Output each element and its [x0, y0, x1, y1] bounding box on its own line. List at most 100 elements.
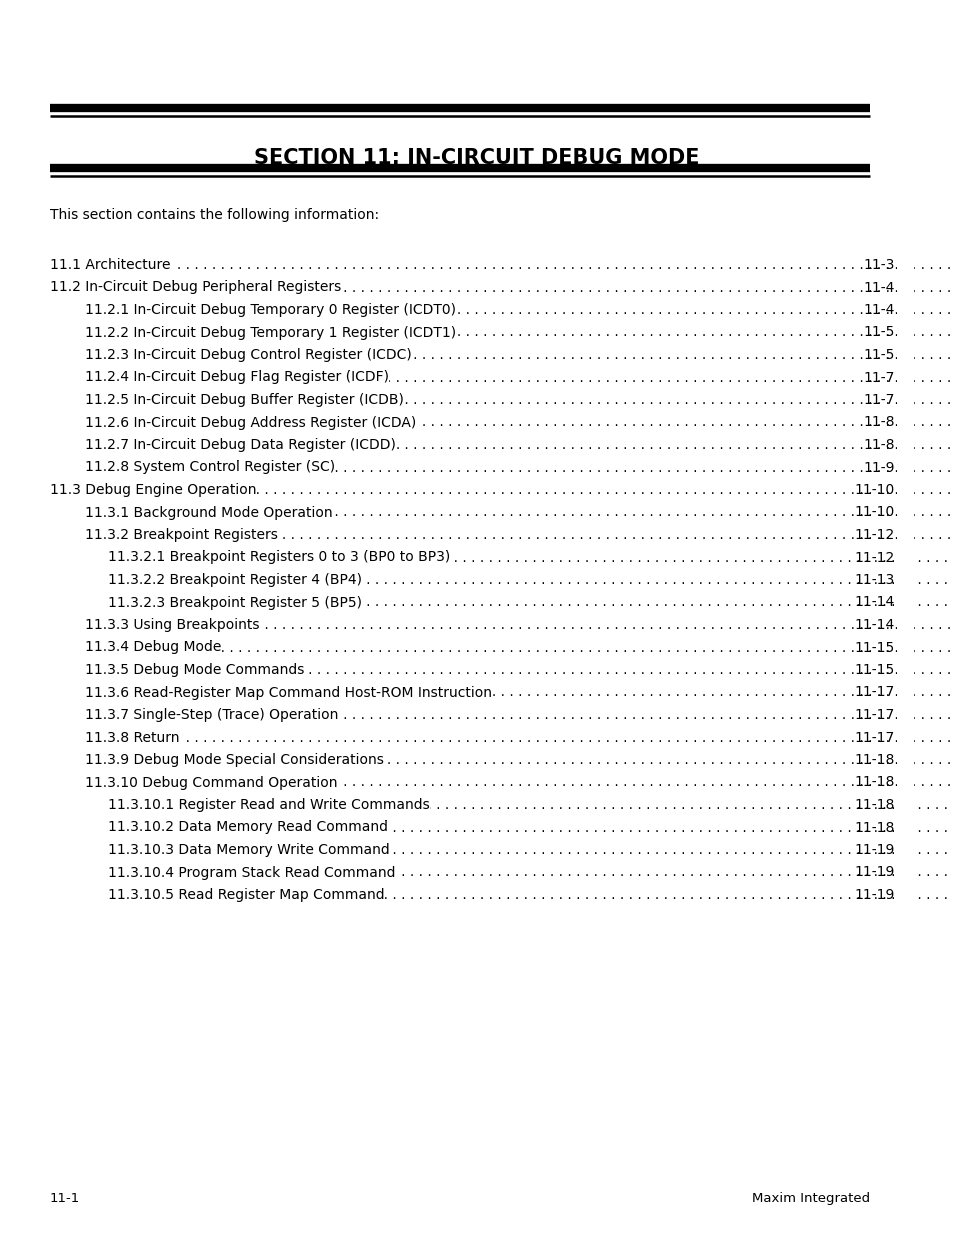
Text: 11.3.10.5 Read Register Map Command: 11.3.10.5 Read Register Map Command: [108, 888, 384, 902]
Text: . . . . . . . . . . . . . . . . . . . . . . . . . . . . . . . . . . . . . . . . : . . . . . . . . . . . . . . . . . . . . …: [108, 888, 953, 902]
Text: 11.3 Debug Engine Operation: 11.3 Debug Engine Operation: [50, 483, 256, 496]
Text: 11-17: 11-17: [854, 730, 894, 745]
Text: 11.2.1 In-Circuit Debug Temporary 0 Register (ICDT0): 11.2.1 In-Circuit Debug Temporary 0 Regi…: [85, 303, 456, 317]
Text: . . . . . . . . . . . . . . . . . . . . . . . . . . . . . . . . . . . . . . . . : . . . . . . . . . . . . . . . . . . . . …: [108, 573, 953, 587]
Text: 11.3.10.3 Data Memory Write Command: 11.3.10.3 Data Memory Write Command: [108, 844, 390, 857]
Text: 11-4: 11-4: [862, 303, 894, 317]
Text: . . . . . . . . . . . . . . . . . . . . . . . . . . . . . . . . . . . . . . . . : . . . . . . . . . . . . . . . . . . . . …: [108, 866, 953, 879]
Text: 11.2.4 In-Circuit Debug Flag Register (ICDF): 11.2.4 In-Circuit Debug Flag Register (I…: [85, 370, 389, 384]
Text: 11.3.6 Read-Register Map Command Host-ROM Instruction: 11.3.6 Read-Register Map Command Host-RO…: [85, 685, 492, 699]
Text: 11-8: 11-8: [862, 415, 894, 430]
Text: 11.2.5 In-Circuit Debug Buffer Register (ICDB): 11.2.5 In-Circuit Debug Buffer Register …: [85, 393, 403, 408]
Text: 11.2 In-Circuit Debug Peripheral Registers: 11.2 In-Circuit Debug Peripheral Registe…: [50, 280, 341, 294]
Text: 11-7: 11-7: [862, 393, 894, 408]
Text: 11.3.10.4 Program Stack Read Command: 11.3.10.4 Program Stack Read Command: [108, 866, 395, 879]
Text: 11.2.8 System Control Register (SC): 11.2.8 System Control Register (SC): [85, 461, 335, 474]
Text: 11.2.4 In-Circuit Debug Flag Register (ICDF): 11.2.4 In-Circuit Debug Flag Register (I…: [85, 370, 389, 384]
Text: 11.3.6 Read-Register Map Command Host-ROM Instruction: 11.3.6 Read-Register Map Command Host-RO…: [85, 685, 492, 699]
Text: 11.3.8 Return: 11.3.8 Return: [85, 730, 179, 745]
Text: 11.3.10.1 Register Read and Write Commands: 11.3.10.1 Register Read and Write Comman…: [108, 798, 429, 811]
Text: 11.3.10.3 Data Memory Write Command: 11.3.10.3 Data Memory Write Command: [108, 844, 390, 857]
Text: 11-14: 11-14: [854, 618, 894, 632]
Text: . . . . . . . . . . . . . . . . . . . . . . . . . . . . . . . . . . . . . . . . : . . . . . . . . . . . . . . . . . . . . …: [85, 348, 953, 362]
Text: 11.2 In-Circuit Debug Peripheral Registers: 11.2 In-Circuit Debug Peripheral Registe…: [50, 280, 341, 294]
Text: 11-7: 11-7: [862, 370, 894, 384]
Text: 11.3.4 Debug Mode: 11.3.4 Debug Mode: [85, 641, 221, 655]
Text: . . . . . . . . . . . . . . . . . . . . . . . . . . . . . . . . . . . . . . . . : . . . . . . . . . . . . . . . . . . . . …: [85, 438, 953, 452]
Text: 11.3.3 Using Breakpoints: 11.3.3 Using Breakpoints: [85, 618, 259, 632]
Text: 11-19: 11-19: [854, 844, 894, 857]
Text: 11.2.8 System Control Register (SC): 11.2.8 System Control Register (SC): [85, 461, 335, 474]
Text: 11.2.1 In-Circuit Debug Temporary 0 Register (ICDT0): 11.2.1 In-Circuit Debug Temporary 0 Regi…: [85, 303, 456, 317]
Text: 11.3.10.1 Register Read and Write Commands: 11.3.10.1 Register Read and Write Comman…: [108, 798, 429, 811]
Text: 11.3.2.1 Breakpoint Registers 0 to 3 (BP0 to BP3): 11.3.2.1 Breakpoint Registers 0 to 3 (BP…: [108, 551, 450, 564]
Text: 11-10: 11-10: [854, 483, 894, 496]
Text: . . . . . . . . . . . . . . . . . . . . . . . . . . . . . . . . . . . . . . . . : . . . . . . . . . . . . . . . . . . . . …: [85, 618, 953, 632]
Text: 11.3.10.4 Program Stack Read Command: 11.3.10.4 Program Stack Read Command: [108, 866, 395, 879]
Text: 11-14: 11-14: [854, 595, 894, 610]
Text: 11-3: 11-3: [862, 258, 894, 272]
Text: 11.1 Architecture: 11.1 Architecture: [50, 258, 171, 272]
Text: 11-18: 11-18: [854, 798, 894, 811]
Text: SECTION 11: IN-CIRCUIT DEBUG MODE: SECTION 11: IN-CIRCUIT DEBUG MODE: [254, 148, 699, 168]
Text: . . . . . . . . . . . . . . . . . . . . . . . . . . . . . . . . . . . . . . . . : . . . . . . . . . . . . . . . . . . . . …: [85, 393, 953, 408]
Text: 11.3.8 Return: 11.3.8 Return: [85, 730, 179, 745]
Text: . . . . . . . . . . . . . . . . . . . . . . . . . . . . . . . . . . . . . . . . : . . . . . . . . . . . . . . . . . . . . …: [85, 303, 953, 317]
Text: . . . . . . . . . . . . . . . . . . . . . . . . . . . . . . . . . . . . . . . . : . . . . . . . . . . . . . . . . . . . . …: [50, 483, 953, 496]
Text: 11.3.5 Debug Mode Commands: 11.3.5 Debug Mode Commands: [85, 663, 304, 677]
Text: . . . . . . . . . . . . . . . . . . . . . . . . . . . . . . . . . . . . . . . . : . . . . . . . . . . . . . . . . . . . . …: [85, 753, 953, 767]
Text: 11.1 Architecture: 11.1 Architecture: [50, 258, 171, 272]
Text: 11.3.2 Breakpoint Registers: 11.3.2 Breakpoint Registers: [85, 529, 277, 542]
Text: 11.3 Debug Engine Operation: 11.3 Debug Engine Operation: [50, 483, 256, 496]
Text: 11.3.7 Single-Step (Trace) Operation: 11.3.7 Single-Step (Trace) Operation: [85, 708, 338, 722]
Text: 11.3.2.2 Breakpoint Register 4 (BP4): 11.3.2.2 Breakpoint Register 4 (BP4): [108, 573, 361, 587]
Text: 11-17: 11-17: [854, 685, 894, 699]
Text: . . . . . . . . . . . . . . . . . . . . . . . . . . . . . . . . . . . . . . . . : . . . . . . . . . . . . . . . . . . . . …: [108, 595, 953, 610]
Text: 11.2.7 In-Circuit Debug Data Register (ICDD).: 11.2.7 In-Circuit Debug Data Register (I…: [85, 438, 400, 452]
Text: 11-17: 11-17: [854, 708, 894, 722]
Text: . . . . . . . . . . . . . . . . . . . . . . . . . . . . . . . . . . . . . . . . : . . . . . . . . . . . . . . . . . . . . …: [108, 798, 953, 811]
Text: . . . . . . . . . . . . . . . . . . . . . . . . . . . . . . . . . . . . . . . . : . . . . . . . . . . . . . . . . . . . . …: [85, 641, 953, 655]
Text: . . . . . . . . . . . . . . . . . . . . . . . . . . . . . . . . . . . . . . . . : . . . . . . . . . . . . . . . . . . . . …: [85, 776, 953, 789]
Text: 11.3.4 Debug Mode: 11.3.4 Debug Mode: [85, 641, 221, 655]
Text: 11-1: 11-1: [50, 1192, 80, 1205]
Text: 11.3.10.2 Data Memory Read Command: 11.3.10.2 Data Memory Read Command: [108, 820, 388, 835]
Text: . . . . . . . . . . . . . . . . . . . . . . . . . . . . . . . . . . . . . . . . : . . . . . . . . . . . . . . . . . . . . …: [85, 326, 953, 340]
Text: 11.2.7 In-Circuit Debug Data Register (ICDD).: 11.2.7 In-Circuit Debug Data Register (I…: [85, 438, 400, 452]
Text: 11-19: 11-19: [854, 866, 894, 879]
Text: 11-8: 11-8: [862, 438, 894, 452]
Text: . . . . . . . . . . . . . . . . . . . . . . . . . . . . . . . . . . . . . . . . : . . . . . . . . . . . . . . . . . . . . …: [85, 529, 953, 542]
Text: 11-9: 11-9: [862, 461, 894, 474]
Text: 11.3.2.2 Breakpoint Register 4 (BP4): 11.3.2.2 Breakpoint Register 4 (BP4): [108, 573, 361, 587]
Text: Maxim Integrated: Maxim Integrated: [751, 1192, 869, 1205]
Text: 11-12: 11-12: [854, 551, 894, 564]
Text: 11.3.2 Breakpoint Registers: 11.3.2 Breakpoint Registers: [85, 529, 277, 542]
Text: . . . . . . . . . . . . . . . . . . . . . . . . . . . . . . . . . . . . . . . . : . . . . . . . . . . . . . . . . . . . . …: [85, 685, 953, 699]
Text: 11.3.10 Debug Command Operation: 11.3.10 Debug Command Operation: [85, 776, 337, 789]
Text: 11.3.9 Debug Mode Special Considerations: 11.3.9 Debug Mode Special Considerations: [85, 753, 383, 767]
Text: 11-15: 11-15: [854, 641, 894, 655]
Text: . . . . . . . . . . . . . . . . . . . . . . . . . . . . . . . . . . . . . . . . : . . . . . . . . . . . . . . . . . . . . …: [85, 370, 953, 384]
Text: 11.2.2 In-Circuit Debug Temporary 1 Register (ICDT1): 11.2.2 In-Circuit Debug Temporary 1 Regi…: [85, 326, 456, 340]
Text: 11.3.2.1 Breakpoint Registers 0 to 3 (BP0 to BP3): 11.3.2.1 Breakpoint Registers 0 to 3 (BP…: [108, 551, 450, 564]
Text: 11.3.1 Background Mode Operation: 11.3.1 Background Mode Operation: [85, 505, 333, 520]
Text: 11.3.10.2 Data Memory Read Command: 11.3.10.2 Data Memory Read Command: [108, 820, 388, 835]
Text: 11.3.2.3 Breakpoint Register 5 (BP5): 11.3.2.3 Breakpoint Register 5 (BP5): [108, 595, 361, 610]
Text: 11.2.6 In-Circuit Debug Address Register (ICDA): 11.2.6 In-Circuit Debug Address Register…: [85, 415, 416, 430]
Text: 11-10: 11-10: [854, 505, 894, 520]
Text: 11.3.7 Single-Step (Trace) Operation: 11.3.7 Single-Step (Trace) Operation: [85, 708, 338, 722]
Text: 11.3.10.5 Read Register Map Command: 11.3.10.5 Read Register Map Command: [108, 888, 384, 902]
Text: 11.2.3 In-Circuit Debug Control Register (ICDC): 11.2.3 In-Circuit Debug Control Register…: [85, 348, 412, 362]
Text: 11.2.5 In-Circuit Debug Buffer Register (ICDB): 11.2.5 In-Circuit Debug Buffer Register …: [85, 393, 403, 408]
Text: 11-4: 11-4: [862, 280, 894, 294]
Text: 11.3.9 Debug Mode Special Considerations: 11.3.9 Debug Mode Special Considerations: [85, 753, 383, 767]
Text: 11.3.5 Debug Mode Commands: 11.3.5 Debug Mode Commands: [85, 663, 304, 677]
Text: 11.2.6 In-Circuit Debug Address Register (ICDA): 11.2.6 In-Circuit Debug Address Register…: [85, 415, 416, 430]
Text: 11-19: 11-19: [854, 888, 894, 902]
Text: . . . . . . . . . . . . . . . . . . . . . . . . . . . . . . . . . . . . . . . . : . . . . . . . . . . . . . . . . . . . . …: [85, 730, 953, 745]
Text: This section contains the following information:: This section contains the following info…: [50, 207, 378, 222]
Text: 11.3.2.3 Breakpoint Register 5 (BP5): 11.3.2.3 Breakpoint Register 5 (BP5): [108, 595, 361, 610]
Text: . . . . . . . . . . . . . . . . . . . . . . . . . . . . . . . . . . . . . . . . : . . . . . . . . . . . . . . . . . . . . …: [50, 280, 953, 294]
Text: 11-18: 11-18: [854, 776, 894, 789]
Text: 11-12: 11-12: [854, 529, 894, 542]
